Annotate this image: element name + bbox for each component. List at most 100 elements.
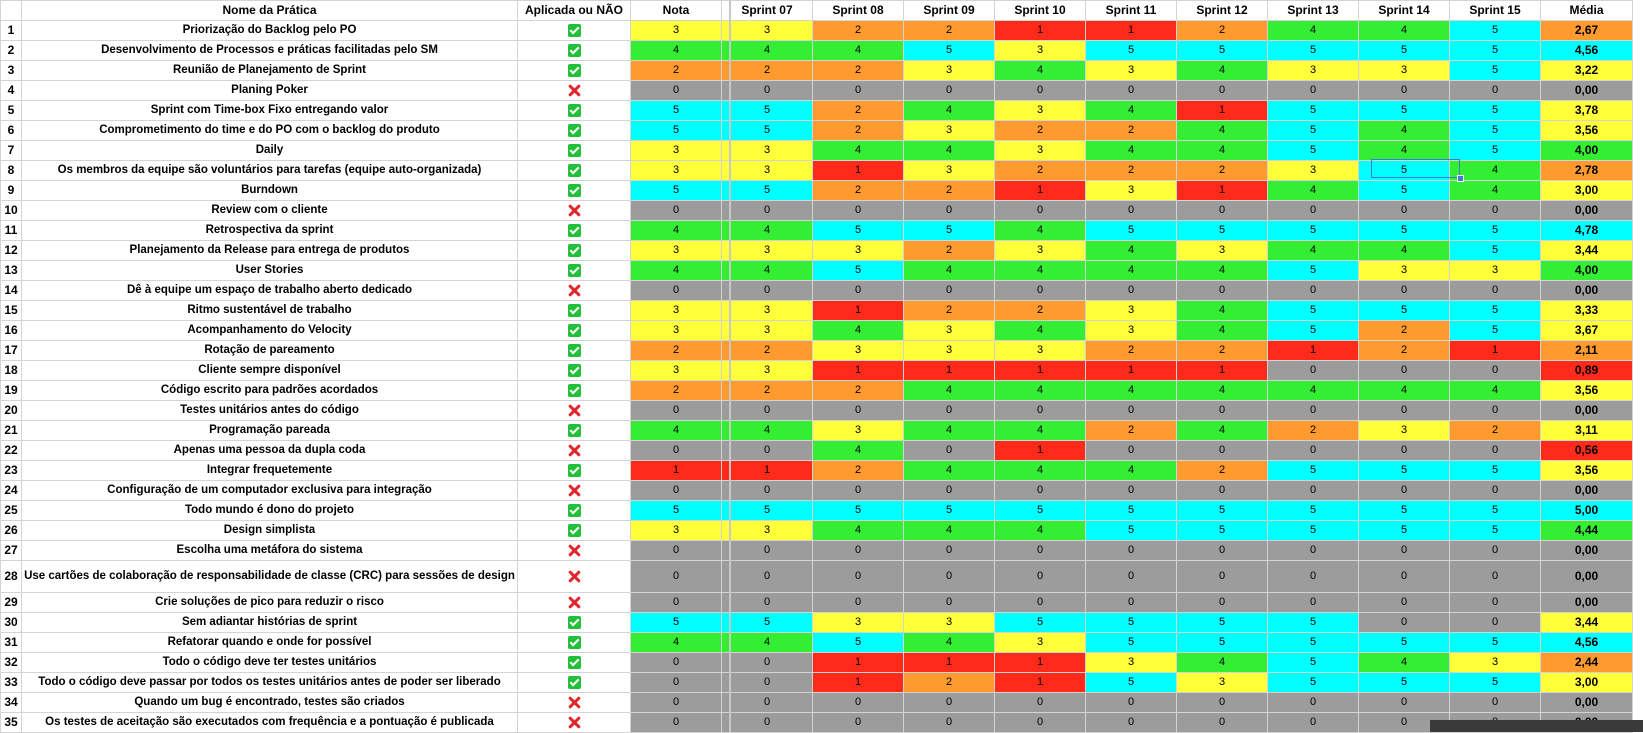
frozen-pane-divider[interactable] (729, 0, 731, 732)
score-cell[interactable]: 5 (721, 100, 813, 121)
average-cell[interactable]: 4,44 (1540, 520, 1633, 541)
applied-cell[interactable] (517, 240, 631, 261)
row-number[interactable]: 28 (0, 560, 22, 593)
score-cell[interactable]: 0 (903, 712, 995, 733)
score-cell[interactable]: 5 (903, 500, 995, 521)
score-cell[interactable]: 0 (903, 280, 995, 301)
score-cell[interactable]: 2 (1085, 120, 1177, 141)
score-cell[interactable]: 5 (1358, 220, 1450, 241)
practice-name-cell[interactable]: User Stories (21, 260, 518, 281)
practice-name-cell[interactable]: Cliente sempre disponível (21, 360, 518, 381)
applied-cell[interactable] (517, 632, 631, 653)
score-cell[interactable]: 0 (1085, 592, 1177, 613)
average-cell[interactable]: 3,78 (1540, 100, 1633, 121)
row-number[interactable]: 8 (0, 160, 22, 181)
score-cell[interactable]: 5 (1449, 300, 1541, 321)
score-cell[interactable]: 0 (1449, 692, 1541, 713)
applied-cell[interactable] (517, 280, 631, 301)
score-cell[interactable]: 5 (1267, 652, 1359, 673)
score-cell[interactable]: 2 (903, 300, 995, 321)
score-cell[interactable]: 5 (1358, 520, 1450, 541)
score-cell[interactable]: 0 (630, 592, 722, 613)
fill-handle[interactable] (1457, 175, 1464, 182)
applied-cell[interactable] (517, 380, 631, 401)
score-cell[interactable]: 3 (721, 140, 813, 161)
practice-name-cell[interactable]: Use cartões de colaboração de responsabi… (21, 560, 518, 593)
row-number[interactable]: 1 (0, 20, 22, 41)
average-cell[interactable]: 0,00 (1540, 400, 1633, 421)
score-cell[interactable]: 1 (994, 652, 1086, 673)
score-cell[interactable]: 0 (1176, 200, 1268, 221)
score-cell[interactable]: 4 (1085, 460, 1177, 481)
row-number[interactable]: 26 (0, 520, 22, 541)
applied-cell[interactable] (517, 612, 631, 633)
column-header[interactable]: Média (1540, 0, 1633, 21)
score-cell[interactable]: 0 (721, 672, 813, 693)
score-cell[interactable]: 5 (1267, 500, 1359, 521)
column-header[interactable]: Sprint 11 (1085, 0, 1177, 21)
score-cell[interactable]: 0 (812, 712, 904, 733)
score-cell[interactable]: 2 (1358, 340, 1450, 361)
score-cell[interactable]: 0 (1176, 440, 1268, 461)
score-cell[interactable]: 0 (812, 540, 904, 561)
score-cell[interactable]: 0 (1085, 560, 1177, 593)
score-cell[interactable]: 3 (721, 20, 813, 41)
score-cell[interactable]: 5 (1267, 632, 1359, 653)
column-header[interactable]: Sprint 10 (994, 0, 1086, 21)
score-cell[interactable]: 2 (1085, 160, 1177, 181)
score-cell[interactable]: 5 (1267, 320, 1359, 341)
practice-name-cell[interactable]: Escolha uma metáfora do sistema (21, 540, 518, 561)
average-cell[interactable]: 3,00 (1540, 180, 1633, 201)
score-cell[interactable]: 5 (1358, 180, 1450, 201)
score-cell[interactable]: 4 (1176, 380, 1268, 401)
score-cell[interactable]: 4 (1267, 180, 1359, 201)
score-cell[interactable]: 2 (994, 120, 1086, 141)
score-cell[interactable]: 0 (1085, 540, 1177, 561)
score-cell[interactable]: 0 (812, 280, 904, 301)
score-cell[interactable]: 4 (1358, 380, 1450, 401)
score-cell[interactable]: 3 (812, 420, 904, 441)
score-cell[interactable]: 0 (1085, 280, 1177, 301)
score-cell[interactable]: 3 (1176, 672, 1268, 693)
column-header[interactable]: Sprint 15 (1449, 0, 1541, 21)
average-cell[interactable]: 0,00 (1540, 540, 1633, 561)
practice-name-cell[interactable]: Sprint com Time-box Fixo entregando valo… (21, 100, 518, 121)
score-cell[interactable]: 4 (994, 520, 1086, 541)
score-cell[interactable]: 4 (1267, 380, 1359, 401)
practice-name-cell[interactable]: Comprometimento do time e do PO com o ba… (21, 120, 518, 141)
score-cell[interactable]: 3 (994, 100, 1086, 121)
score-cell[interactable]: 5 (1449, 632, 1541, 653)
score-cell[interactable]: 0 (1085, 440, 1177, 461)
score-cell[interactable]: 0 (994, 712, 1086, 733)
score-cell[interactable]: 0 (1358, 712, 1450, 733)
score-cell[interactable]: 5 (1267, 520, 1359, 541)
applied-cell[interactable] (517, 100, 631, 121)
practice-name-cell[interactable]: Design simplista (21, 520, 518, 541)
score-cell[interactable]: 5 (1267, 220, 1359, 241)
applied-cell[interactable] (517, 460, 631, 481)
average-cell[interactable]: 0,00 (1540, 592, 1633, 613)
practice-name-cell[interactable]: Testes unitários antes do código (21, 400, 518, 421)
score-cell[interactable]: 5 (721, 120, 813, 141)
score-cell[interactable]: 4 (903, 140, 995, 161)
score-cell[interactable]: 0 (721, 400, 813, 421)
row-number[interactable]: 35 (0, 712, 22, 733)
score-cell[interactable]: 4 (903, 380, 995, 401)
applied-cell[interactable] (517, 712, 631, 733)
score-cell[interactable]: 5 (1449, 500, 1541, 521)
score-cell[interactable]: 5 (1176, 520, 1268, 541)
score-cell[interactable]: 0 (1358, 480, 1450, 501)
average-cell[interactable]: 0,00 (1540, 80, 1633, 101)
practice-name-cell[interactable]: Desenvolvimento de Processos e práticas … (21, 40, 518, 61)
score-cell[interactable]: 0 (630, 400, 722, 421)
score-cell[interactable]: 4 (994, 60, 1086, 81)
column-header[interactable]: Aplicada ou NÃO (517, 0, 631, 21)
score-cell[interactable]: 5 (630, 100, 722, 121)
score-cell[interactable]: 0 (1449, 200, 1541, 221)
row-number[interactable]: 10 (0, 200, 22, 221)
score-cell[interactable]: 4 (721, 260, 813, 281)
score-cell[interactable]: 2 (903, 20, 995, 41)
score-cell[interactable]: 4 (1176, 260, 1268, 281)
score-cell[interactable]: 0 (721, 480, 813, 501)
score-cell[interactable]: 0 (1267, 200, 1359, 221)
